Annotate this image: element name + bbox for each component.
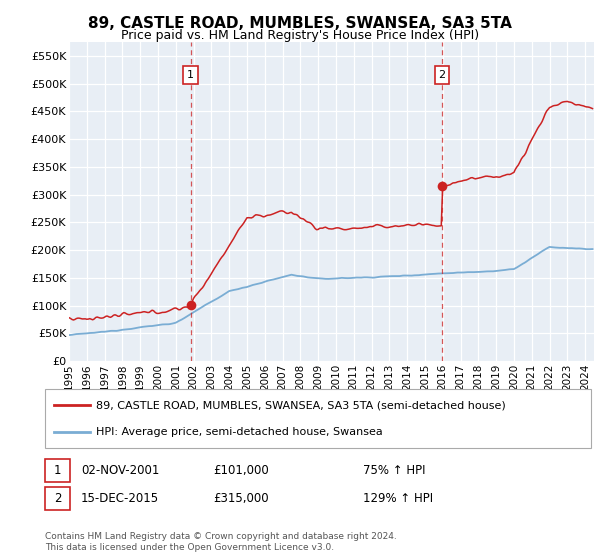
Text: 2: 2 <box>54 492 61 505</box>
Text: 15-DEC-2015: 15-DEC-2015 <box>81 492 159 505</box>
Text: 1: 1 <box>54 464 61 477</box>
Text: 75% ↑ HPI: 75% ↑ HPI <box>363 464 425 477</box>
Text: 2: 2 <box>439 71 446 80</box>
Text: Contains HM Land Registry data © Crown copyright and database right 2024.
This d: Contains HM Land Registry data © Crown c… <box>45 532 397 552</box>
Text: £315,000: £315,000 <box>213 492 269 505</box>
Text: £101,000: £101,000 <box>213 464 269 477</box>
Text: 129% ↑ HPI: 129% ↑ HPI <box>363 492 433 505</box>
Text: 89, CASTLE ROAD, MUMBLES, SWANSEA, SA3 5TA (semi-detached house): 89, CASTLE ROAD, MUMBLES, SWANSEA, SA3 5… <box>96 400 506 410</box>
Text: 89, CASTLE ROAD, MUMBLES, SWANSEA, SA3 5TA: 89, CASTLE ROAD, MUMBLES, SWANSEA, SA3 5… <box>88 16 512 31</box>
Text: HPI: Average price, semi-detached house, Swansea: HPI: Average price, semi-detached house,… <box>96 427 383 437</box>
Text: 1: 1 <box>187 71 194 80</box>
Text: 02-NOV-2001: 02-NOV-2001 <box>81 464 160 477</box>
Text: Price paid vs. HM Land Registry's House Price Index (HPI): Price paid vs. HM Land Registry's House … <box>121 29 479 42</box>
